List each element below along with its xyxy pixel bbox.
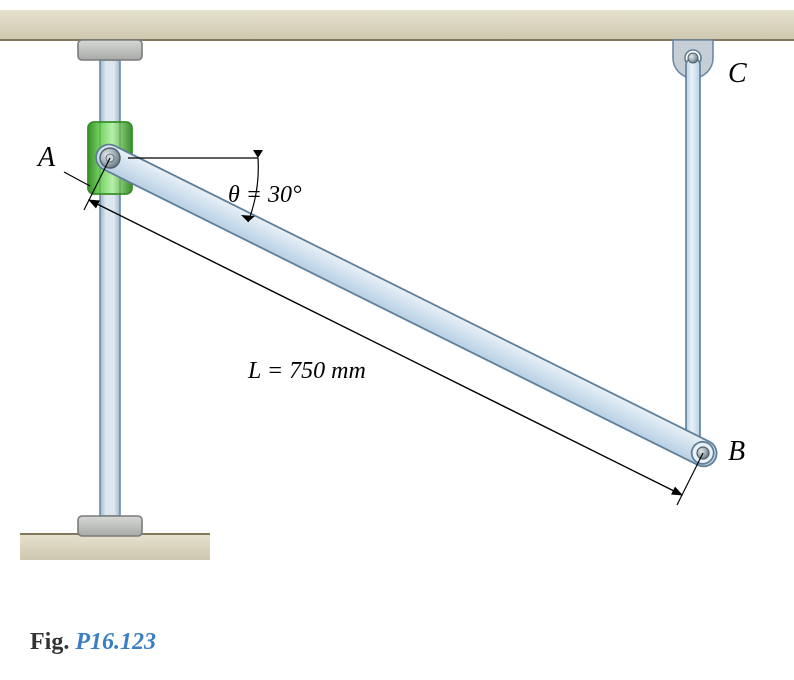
vertical-column [78,40,142,536]
diagram-svg [0,0,794,680]
dimension-L [84,158,703,505]
label-C: C [728,58,747,90]
floor-surface [20,534,210,560]
label-L: L = 750 mm [248,358,366,385]
link-CB [686,53,700,453]
figure-caption: Fig. P16.123 [30,629,156,656]
label-A: A [38,142,55,174]
leader-A [64,172,90,186]
caption-number: P16.123 [75,629,156,655]
ceiling-surface [0,10,794,40]
label-theta: θ = 30° [228,182,302,209]
rod-AB [92,140,721,471]
label-B: B [728,436,745,468]
caption-prefix: Fig. [30,629,69,655]
figure-canvas: A B C θ = 30° L = 750 mm Fig. P16.123 [0,0,794,680]
